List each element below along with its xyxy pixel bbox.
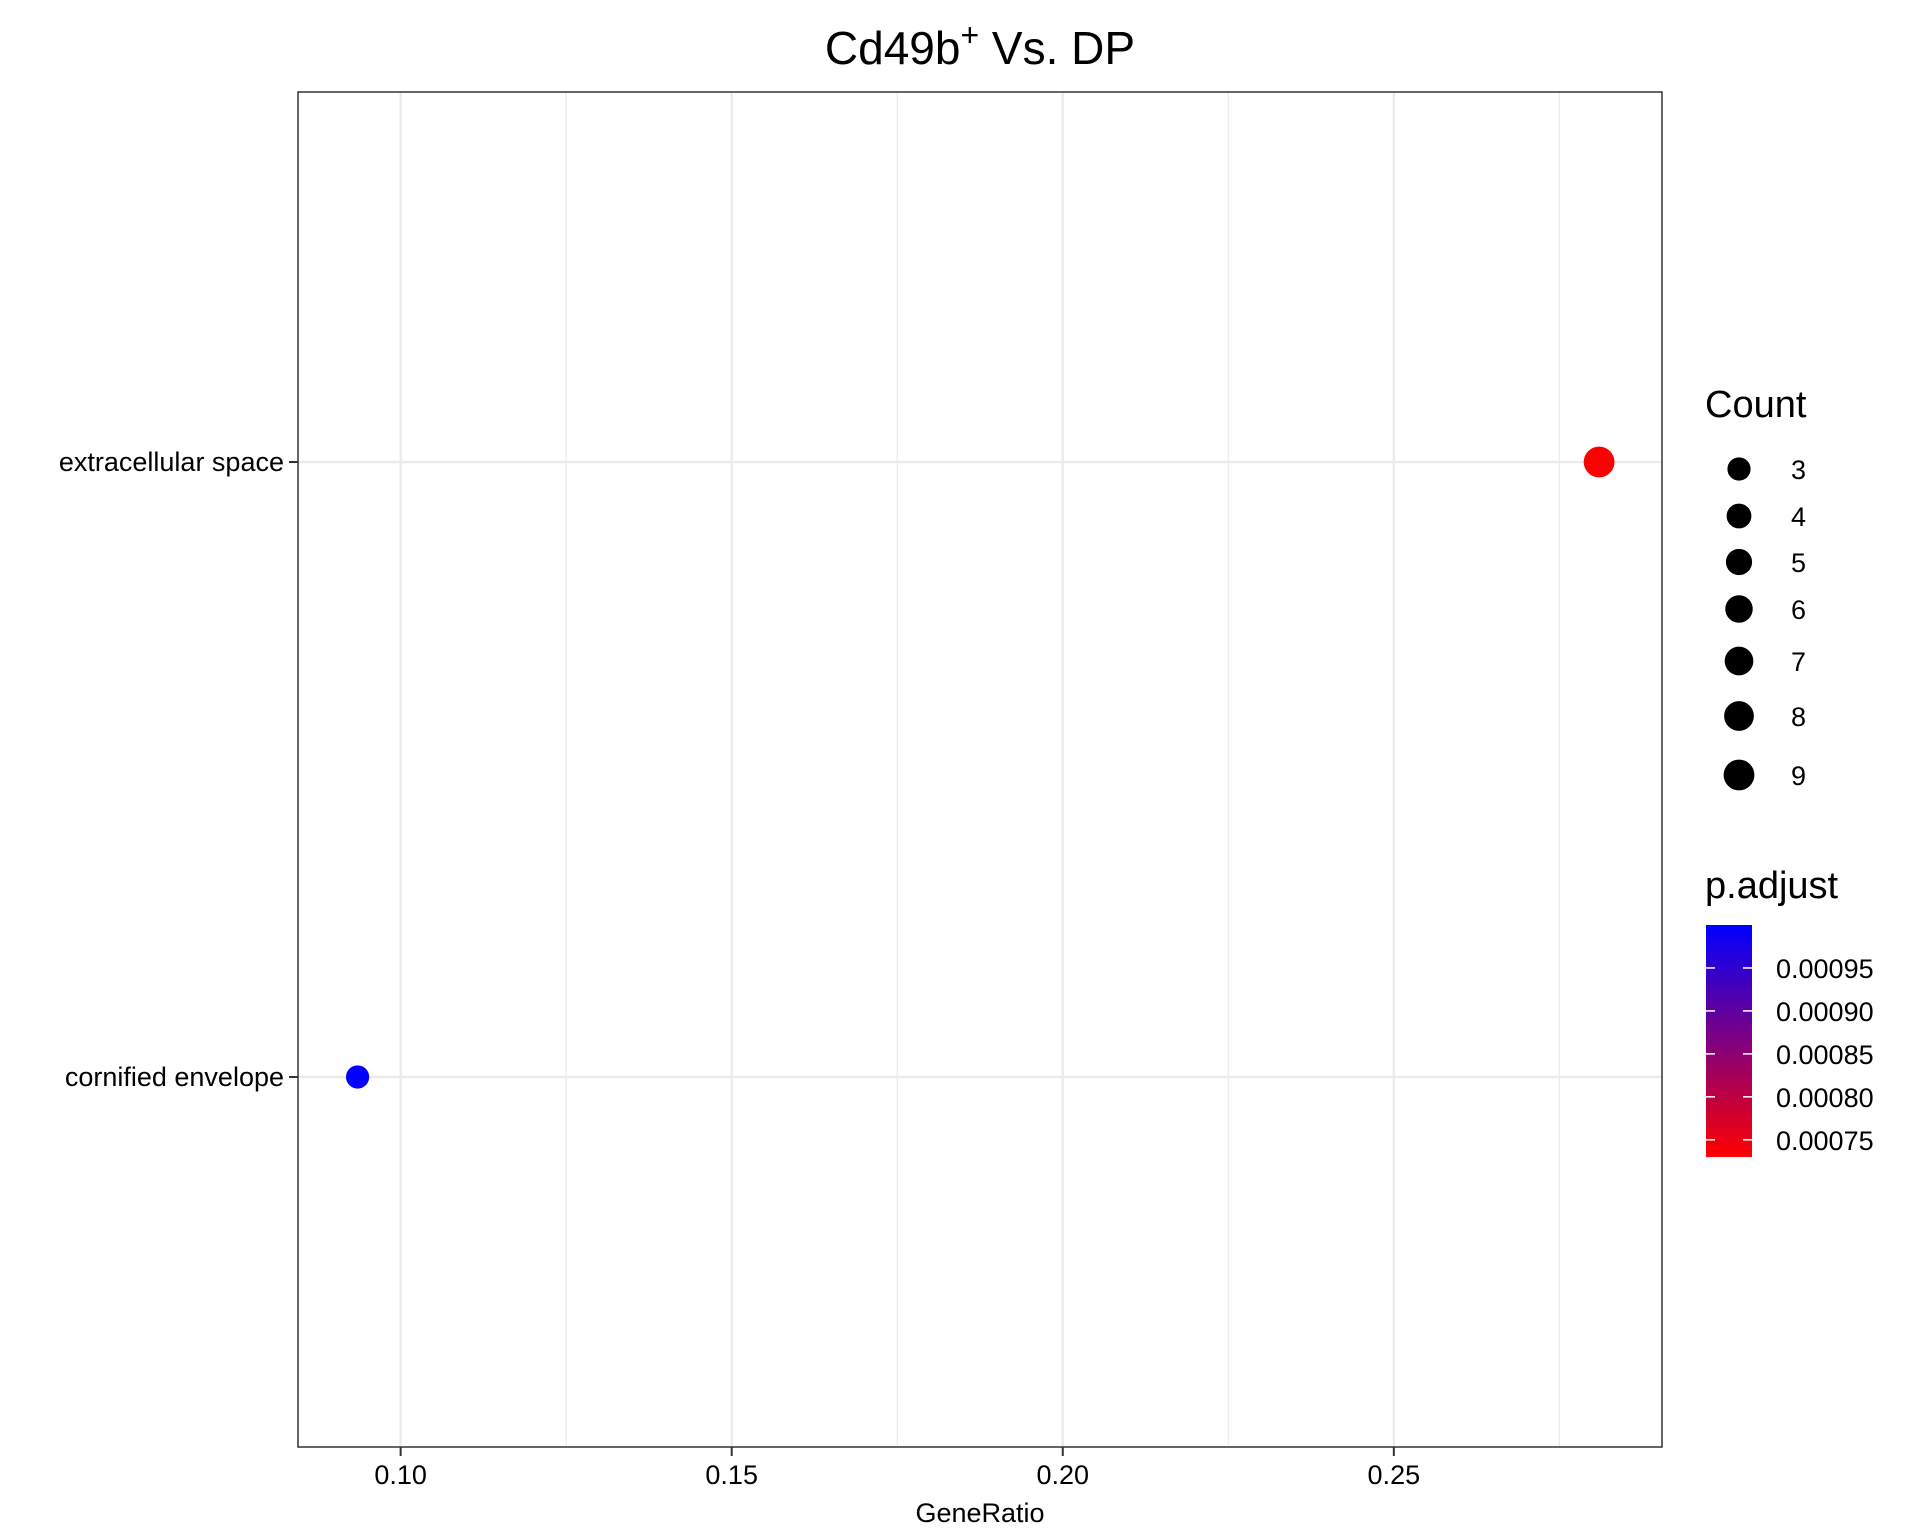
legend-count-label: 6 [1791, 595, 1806, 625]
x-axis-tick-label: 0.15 [705, 1460, 758, 1490]
x-axis-title: GeneRatio [915, 1498, 1044, 1528]
legend-count-key [1723, 759, 1755, 791]
legend-padjust-ticks: 0.00095 0.00090 0.00085 0.00080 0.00075 [1706, 954, 1874, 1156]
legend-count-label: 7 [1791, 647, 1806, 677]
x-axis: 0.10 0.15 0.20 0.25 [374, 1447, 1420, 1490]
legend-count-label: 8 [1791, 702, 1806, 732]
legend-count-label: 5 [1791, 548, 1806, 578]
legend-count-label: 3 [1791, 455, 1806, 485]
legend-padjust-label: 0.00085 [1776, 1040, 1874, 1070]
legend-count-key [1724, 646, 1754, 676]
legend-count-key [1727, 457, 1751, 481]
x-axis-tick-label: 0.10 [374, 1460, 427, 1490]
legend-count-title: Count [1705, 384, 1807, 426]
y-axis-tick-label: cornified envelope [65, 1062, 284, 1092]
x-axis-tick-label: 0.25 [1368, 1460, 1421, 1490]
legend-count-label: 4 [1791, 502, 1806, 532]
legend-count-key [1725, 595, 1753, 623]
y-axis-tick-label: extracellular space [59, 447, 284, 477]
plot-panel [298, 92, 1662, 1447]
chart-title-superscript: + [960, 17, 979, 53]
y-axis: extracellular space cornified envelope [59, 447, 298, 1092]
grid-lines [298, 92, 1662, 1447]
chart-title: Cd49b+ Vs. DP [825, 17, 1135, 74]
legend-padjust-colorbar [1706, 925, 1752, 1157]
legend-count-key [1725, 548, 1753, 576]
legend-padjust-label: 0.00075 [1776, 1126, 1874, 1156]
legend-padjust-title: p.adjust [1705, 865, 1839, 907]
data-point [345, 1065, 370, 1089]
legend-padjust-label: 0.00080 [1776, 1083, 1874, 1113]
chart-title-main: Cd49b [825, 22, 961, 74]
legend-padjust-label: 0.00095 [1776, 954, 1874, 984]
data-point [1583, 446, 1615, 478]
x-axis-tick-label: 0.20 [1036, 1460, 1089, 1490]
legend-padjust-label: 0.00090 [1776, 997, 1874, 1027]
legend-count-key [1724, 701, 1754, 731]
legend-count-key [1726, 503, 1752, 529]
legend-count-label: 9 [1791, 761, 1806, 791]
legend-count: 3 4 5 6 7 8 9 [1723, 455, 1806, 791]
plot-border [297, 91, 1663, 1448]
chart-title-rest: Vs. DP [979, 22, 1135, 74]
data-points [345, 446, 1615, 1089]
